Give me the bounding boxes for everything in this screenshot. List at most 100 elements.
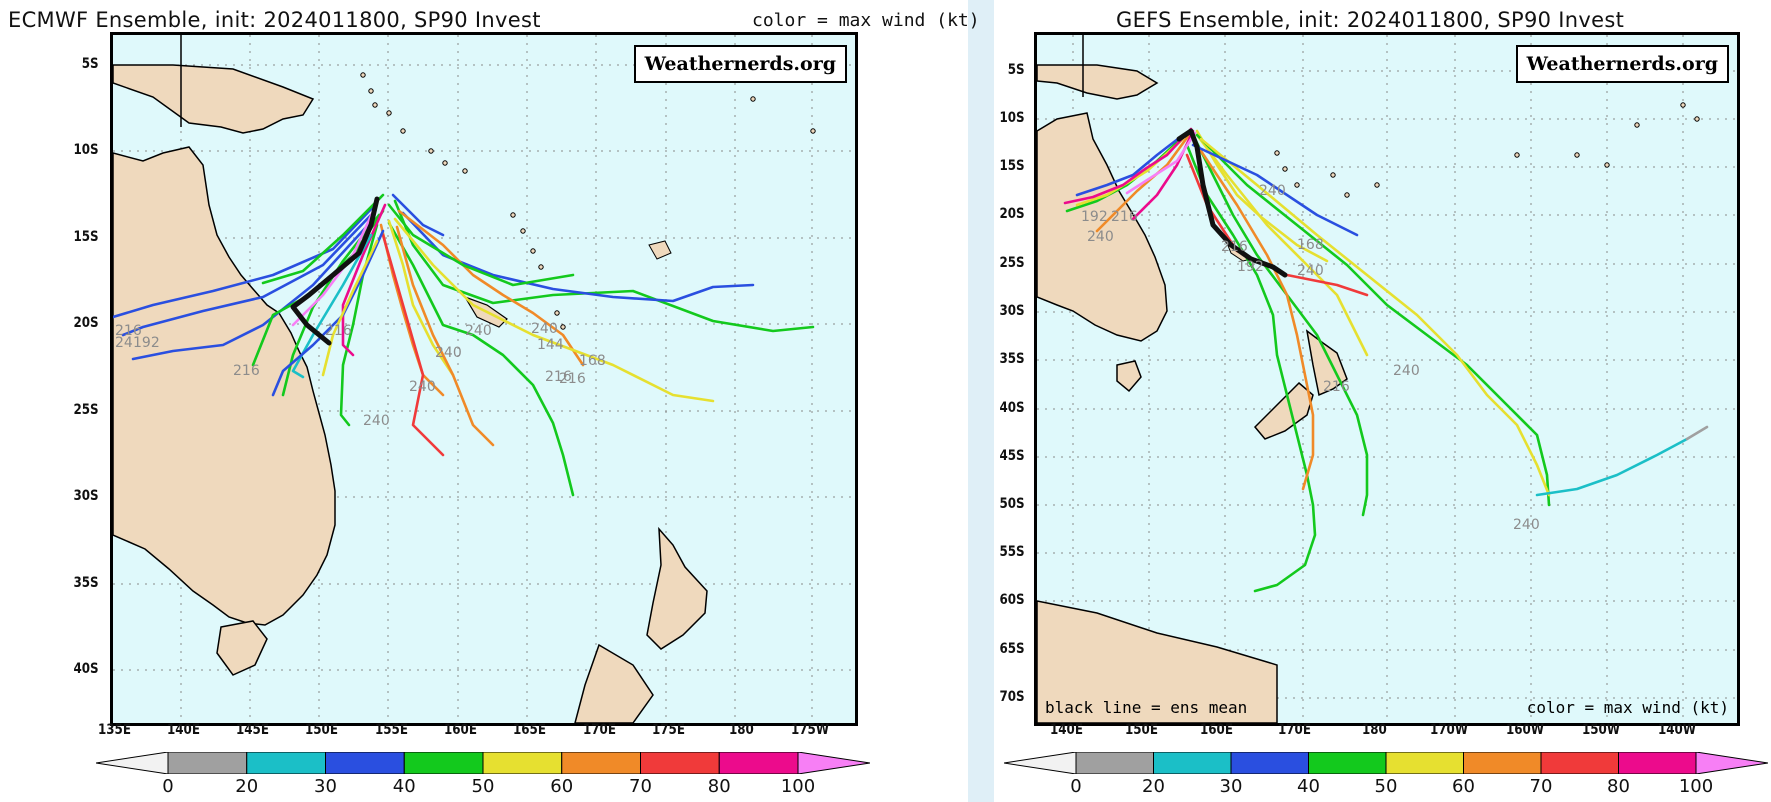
map-gridlines <box>1037 35 1737 723</box>
lat-label: 40S <box>999 400 1025 416</box>
lat-label: 35S <box>73 575 99 591</box>
new-guinea-landmass <box>113 64 315 134</box>
colorbar-tick-label: 20 <box>1142 776 1165 797</box>
lat-label: 35S <box>999 351 1025 367</box>
ensemble-track <box>1199 137 1551 497</box>
lat-label: 60S <box>999 592 1025 608</box>
ensemble-track <box>1535 437 1689 497</box>
island <box>1294 182 1300 188</box>
island <box>1604 162 1610 168</box>
ensemble-track <box>121 213 373 337</box>
ensemble-track <box>387 221 575 497</box>
lon-label: 175W <box>791 722 829 738</box>
ensemble-track <box>261 193 385 285</box>
island <box>538 264 544 270</box>
lon-label: 180 <box>1362 722 1387 738</box>
forecast-hour-label: 192 <box>1081 209 1108 225</box>
ecmwf-map: 216 24 192 216 240 240 216 240 216 240 240 216 144 16… <box>110 32 858 726</box>
new-zealand-north-island <box>1305 329 1348 397</box>
island <box>368 88 374 94</box>
forecast-hour-label: 216 <box>115 323 142 339</box>
ensemble-track <box>1063 127 1193 205</box>
lon-label: 180 <box>729 722 754 738</box>
colorbar-tick-label: 60 <box>1452 776 1475 797</box>
ensemble-track <box>1095 133 1191 233</box>
island <box>1694 116 1700 122</box>
island <box>1514 152 1520 158</box>
lat-label: 30S <box>999 303 1025 319</box>
ensemble-track <box>1185 143 1317 593</box>
ensemble-track <box>387 219 455 377</box>
ensemble-track <box>281 213 381 397</box>
forecast-hour-label: 240 <box>1259 183 1286 199</box>
colorbar-tick-label: 40 <box>392 776 416 797</box>
gefs-title: GEFS Ensemble, init: 2024011800, SP90 In… <box>1116 8 1625 32</box>
lat-label: 15S <box>999 158 1025 174</box>
colorbar-swatch <box>640 752 720 774</box>
lat-label: 45S <box>999 448 1025 464</box>
lat-label: 55S <box>999 544 1025 560</box>
forecast-hour-label: 216 <box>233 363 260 379</box>
lat-label: 65S <box>999 641 1025 657</box>
colorbar-swatch <box>246 752 326 774</box>
ensemble-track <box>397 209 585 367</box>
gefs-map: 192 216 240 240 216 240 168 192 216 240 240 Weathe… <box>1034 32 1740 726</box>
forecast-hour-label: 240 <box>1087 229 1114 245</box>
forecast-hour-label: 240 <box>1297 263 1324 279</box>
gefs-brand: Weathernerds.org <box>1515 45 1729 83</box>
ensemble-track <box>1125 131 1197 195</box>
colorbar-swatches <box>1004 752 1768 774</box>
forecast-hour-label: 192 <box>1237 259 1264 275</box>
island <box>1274 150 1280 156</box>
lat-label: 50S <box>999 496 1025 512</box>
lat-label: 40S <box>73 661 99 677</box>
ecmwf-title: ECMWF Ensemble, init: 2024011800, SP90 I… <box>8 8 541 32</box>
lat-label: 10S <box>999 110 1025 126</box>
island <box>1330 172 1336 178</box>
forecast-hour-label: 216 <box>559 371 586 387</box>
ensemble-track <box>395 225 495 447</box>
forecast-hour-label: 216 <box>1221 239 1248 255</box>
lon-label: 140E <box>167 722 200 738</box>
lat-label: 25S <box>73 402 99 418</box>
new-zealand-south-island <box>1253 381 1314 440</box>
lon-label: 160E <box>444 722 477 738</box>
lat-label: 70S <box>999 689 1025 705</box>
ecmwf-colorbar: 0 20 30 40 50 60 70 80 100 <box>96 752 870 800</box>
forecast-hour-label: 168 <box>579 353 606 369</box>
island <box>554 310 560 316</box>
gefs-panel: GEFS Ensemble, init: 2024011800, SP90 In… <box>994 0 1771 802</box>
island <box>386 110 392 116</box>
colorbar-tick-label: 0 <box>1070 776 1082 797</box>
island <box>510 212 516 218</box>
new-zealand-north-island <box>646 526 708 650</box>
island <box>360 72 366 78</box>
ensemble-track <box>321 239 379 377</box>
colorbar-tick-label: 100 <box>780 776 816 797</box>
colorbar-tick-label: 50 <box>1374 776 1398 797</box>
colorbar-swatch <box>1230 752 1309 774</box>
colorbar-swatch <box>403 752 484 774</box>
colorbar-tick-label: 40 <box>1297 776 1320 797</box>
forecast-hour-label: 216 <box>325 323 352 339</box>
island <box>1344 192 1350 198</box>
lat-label: 5S <box>81 56 99 72</box>
gefs-colorbar: 0 20 30 40 50 60 70 80 100 <box>1004 752 1768 800</box>
ensemble-track <box>291 205 377 327</box>
forecast-hour-label: 168 <box>1297 237 1324 253</box>
ensemble-track <box>387 203 575 287</box>
forecast-hour-label: 240 <box>409 379 436 395</box>
colorbar-min-arrow <box>96 752 169 774</box>
island <box>442 160 448 166</box>
forecast-hour-label: 216 <box>1111 209 1138 225</box>
lon-label: 150E <box>305 722 338 738</box>
colorbar-swatch <box>1153 752 1232 774</box>
new-guinea-landmass <box>1037 64 1159 100</box>
island <box>1282 166 1288 172</box>
forecast-hour-label: 24 <box>115 335 133 351</box>
colorbar-swatch <box>482 752 563 774</box>
forecast-hour-label: 240 <box>363 413 390 429</box>
panel-separator <box>968 0 994 802</box>
colorbar-swatch <box>1463 752 1542 774</box>
